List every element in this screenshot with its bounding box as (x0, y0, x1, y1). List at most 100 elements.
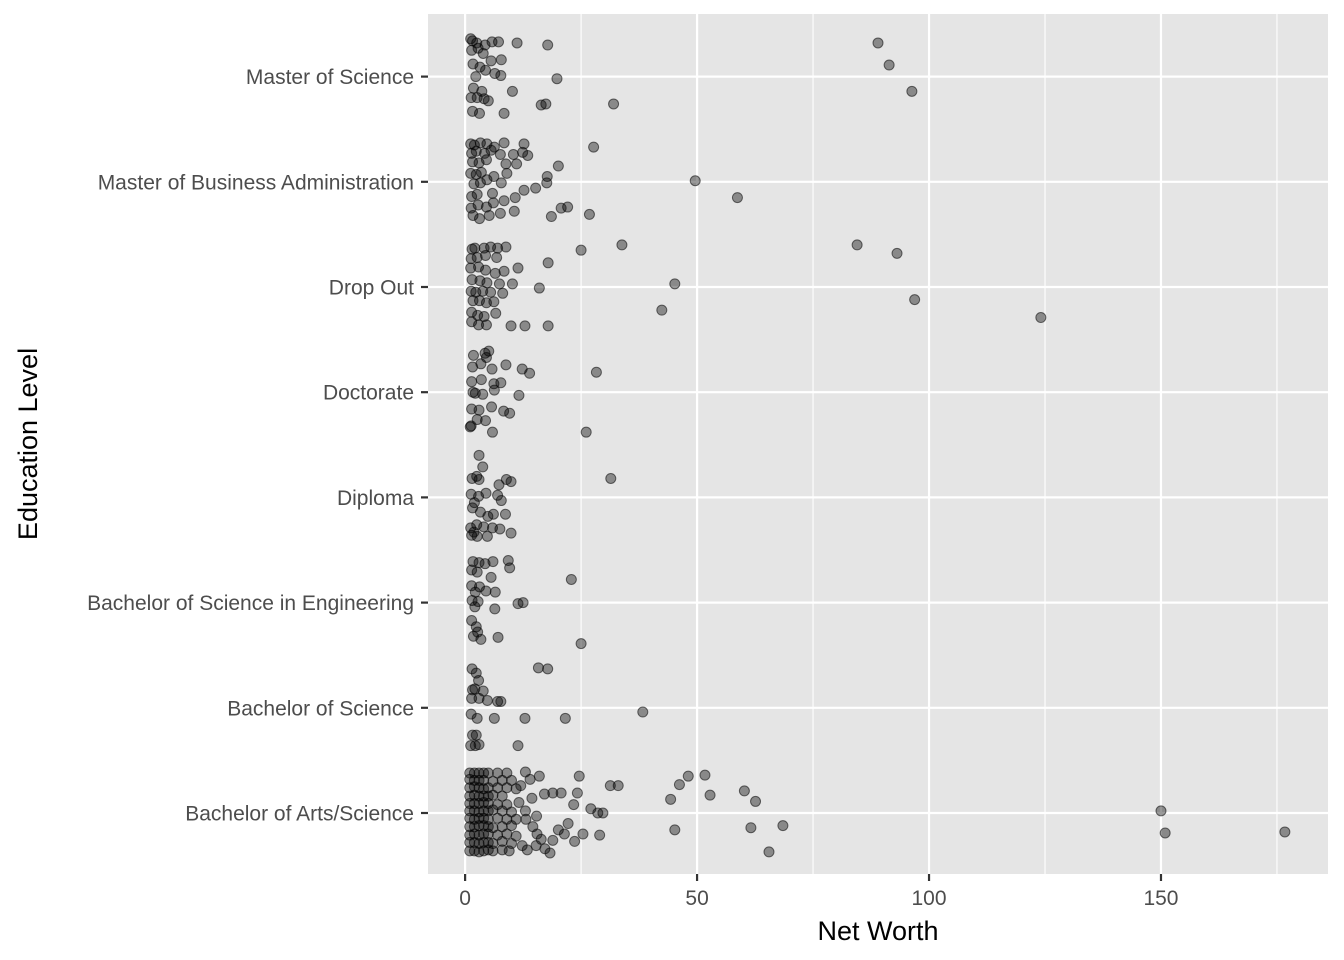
data-point (906, 85, 918, 97)
data-point (480, 154, 492, 166)
data-point (526, 792, 538, 804)
data-point (492, 812, 504, 824)
data-point (473, 739, 485, 751)
data-point (562, 818, 574, 830)
data-point (544, 847, 556, 859)
data-point (542, 39, 554, 51)
data-point (492, 695, 504, 707)
data-point (483, 345, 495, 357)
data-point (464, 421, 476, 433)
data-point (482, 510, 494, 522)
data-point (498, 137, 510, 149)
data-point (489, 603, 501, 615)
data-point (494, 207, 506, 219)
data-point (521, 844, 533, 856)
data-point (597, 807, 609, 819)
data-point (466, 529, 478, 541)
data-point (512, 262, 524, 274)
data-point (480, 487, 492, 499)
data-point (491, 252, 503, 264)
data-point (731, 192, 743, 204)
x-axis: 0 50 100 150 (459, 874, 1179, 910)
data-point (473, 295, 485, 307)
data-point (547, 787, 559, 799)
data-point (475, 166, 487, 178)
data-point (490, 307, 502, 319)
data-point (495, 495, 507, 507)
data-point (498, 195, 510, 207)
data-point (488, 296, 500, 308)
data-point (475, 633, 487, 645)
data-point (466, 580, 478, 592)
data-point (745, 822, 757, 834)
data-point (473, 319, 485, 331)
data-point (483, 209, 495, 221)
data-point (558, 828, 570, 840)
data-point (493, 479, 505, 491)
data-point (466, 564, 478, 576)
data-point (616, 239, 628, 251)
y-tick-label: Master of Business Administration (98, 171, 414, 194)
data-point (1279, 826, 1291, 838)
data-point (486, 401, 498, 413)
data-point (466, 44, 478, 56)
data-point (689, 175, 701, 187)
data-point (777, 820, 789, 832)
data-point (590, 366, 602, 378)
data-point (486, 363, 498, 375)
data-point (501, 167, 513, 179)
y-axis: Bachelor of Arts/Science Bachelor of Scie… (87, 66, 428, 826)
data-point (473, 213, 485, 225)
data-point (496, 790, 508, 802)
data-point (551, 73, 563, 85)
data-point (500, 158, 512, 170)
data-point (470, 71, 482, 83)
data-point (575, 244, 587, 256)
data-point (909, 294, 921, 306)
data-point (468, 139, 480, 151)
data-point (486, 187, 498, 199)
data-point (477, 285, 489, 297)
data-point (495, 54, 507, 66)
data-point (480, 64, 492, 76)
data-point (506, 278, 518, 290)
data-point (532, 662, 544, 674)
data-point (480, 319, 492, 331)
data-point (473, 449, 485, 461)
data-point (506, 820, 518, 832)
x-tick-label: 100 (912, 887, 947, 910)
data-point (519, 712, 531, 724)
data-point (495, 177, 507, 189)
data-point (488, 384, 500, 396)
data-point (530, 182, 542, 194)
data-point (470, 145, 482, 157)
data-point (492, 631, 504, 643)
data-point (604, 780, 616, 792)
data-point (480, 249, 492, 261)
data-point (500, 359, 512, 371)
data-point (477, 47, 489, 59)
data-point (487, 508, 499, 520)
data-point (555, 787, 567, 799)
data-point (487, 804, 499, 816)
data-point (505, 320, 517, 332)
y-tick-label: Master of Science (246, 66, 414, 89)
data-point (509, 192, 521, 204)
data-point (475, 374, 487, 386)
data-point (594, 829, 606, 841)
grid-lines (428, 14, 1328, 874)
data-point (473, 404, 485, 416)
data-point (565, 573, 577, 585)
data-point (531, 810, 543, 822)
data-point (466, 274, 478, 286)
data-point (533, 282, 545, 294)
data-point (883, 59, 895, 71)
x-axis-title: Net Worth (817, 916, 938, 946)
data-point (538, 788, 550, 800)
data-point (466, 306, 478, 318)
data-point (493, 36, 505, 48)
data-point (545, 211, 557, 223)
data-point (471, 566, 483, 578)
data-point (665, 793, 677, 805)
data-point (1035, 312, 1047, 324)
